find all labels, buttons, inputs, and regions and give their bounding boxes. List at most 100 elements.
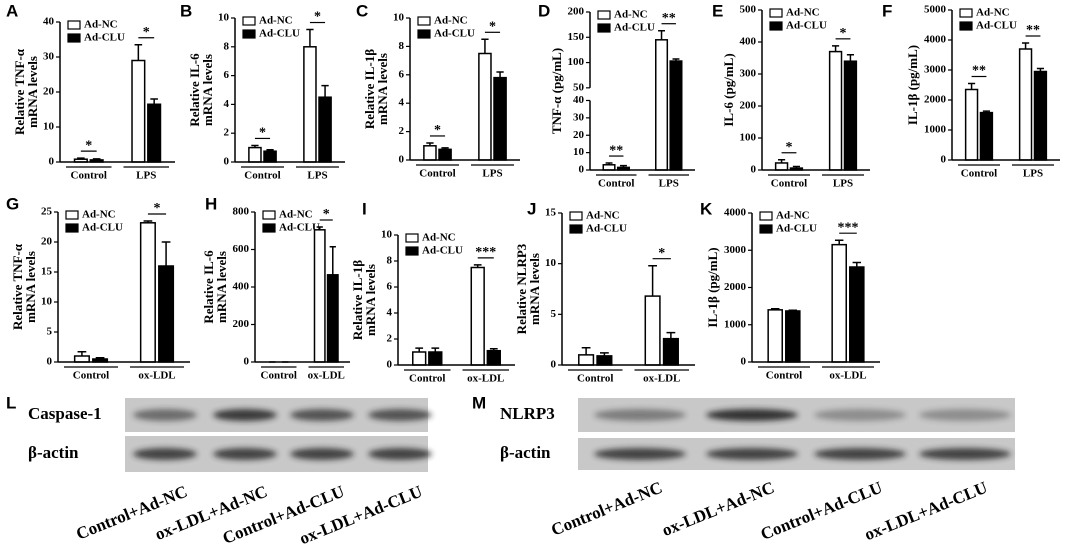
bar — [438, 148, 452, 161]
y-tick-label: 150 — [568, 31, 585, 43]
x-tick-label: Control — [409, 373, 445, 385]
y-tick-label: 40 — [573, 94, 585, 106]
blot-band — [133, 448, 197, 460]
error-bar — [473, 264, 482, 268]
x-tick-label: ox-LDL — [829, 370, 866, 382]
blot-band — [919, 448, 1011, 460]
legend-label: Ad-NC — [976, 7, 1010, 19]
blot-row-label: β-actin — [500, 443, 551, 462]
y-tick-label: 5 — [47, 326, 53, 338]
legend-label: Ad-NC — [422, 232, 456, 244]
y-tick-label: 4 — [224, 98, 230, 110]
bar — [644, 295, 661, 366]
legend-label: Ad-CLU — [614, 22, 655, 34]
y-tick-label: 2000 — [724, 281, 747, 293]
error-bar — [489, 348, 498, 351]
y-axis-label: IL-1β (pg/mL) — [905, 45, 920, 125]
y-tick-label: 25 — [41, 206, 53, 218]
y-axis-label: mRNA levels — [23, 251, 38, 323]
bar — [326, 274, 339, 363]
legend-swatch — [569, 211, 583, 221]
y-tick-label: 20 — [43, 86, 55, 98]
y-tick-label: 1000 — [924, 124, 947, 136]
y-tick-label: 50 — [573, 81, 585, 93]
legend-swatch — [569, 224, 583, 234]
error-bar — [321, 84, 329, 98]
blot-band — [213, 448, 277, 460]
error-bar — [605, 162, 613, 165]
y-tick-label: 40 — [43, 16, 55, 28]
error-bar — [832, 45, 840, 52]
bar — [596, 355, 613, 366]
y-tick-label: 4000 — [724, 207, 747, 219]
y-tick-label: 400 — [740, 36, 757, 48]
bar — [831, 243, 847, 363]
x-tick-label: ox-LDL — [643, 373, 680, 385]
legend-label: Ad-CLU — [259, 28, 300, 40]
blot-row-label: NLRP3 — [500, 404, 555, 423]
error-bar — [846, 54, 854, 62]
bar — [412, 351, 427, 366]
y-tick-label: 0 — [551, 359, 557, 371]
x-tick-label: ox-LDL — [467, 373, 504, 385]
legend-swatch — [242, 16, 256, 26]
significance-label: * — [489, 20, 496, 35]
legend-swatch — [597, 10, 611, 20]
y-axis-label: Relative IL-6 — [201, 250, 216, 324]
legend-label: Ad-CLU — [82, 222, 123, 234]
error-bar — [496, 71, 504, 78]
error-bar — [266, 149, 274, 152]
bar — [313, 229, 326, 363]
error-bar — [150, 98, 158, 105]
bar — [486, 349, 501, 366]
y-tick-label: 0 — [224, 156, 230, 168]
legend-swatch — [597, 23, 611, 33]
y-tick-label: 6 — [399, 68, 405, 80]
error-bar — [581, 347, 591, 355]
bar — [318, 96, 332, 163]
legend-label: Ad-NC — [614, 9, 648, 21]
legend-label: Ad-CLU — [776, 223, 817, 235]
legend-swatch — [67, 20, 81, 30]
blot-band — [594, 448, 686, 460]
x-tick-label: Control — [71, 170, 107, 182]
bar — [578, 354, 595, 366]
error-bar — [415, 347, 424, 352]
x-tick-label: Control — [771, 178, 807, 190]
panel-letter: D — [538, 1, 550, 20]
x-tick-label: Control — [73, 370, 109, 382]
legend-label: Ad-CLU — [786, 20, 827, 32]
legend-swatch — [65, 223, 79, 233]
error-bar — [648, 264, 657, 297]
bar — [828, 50, 843, 171]
y-tick-label: 2 — [224, 127, 230, 139]
y-tick-label: 1000 — [724, 318, 747, 330]
error-bar — [770, 307, 780, 310]
significance-label: * — [259, 126, 266, 141]
panel-letter: B — [180, 1, 192, 20]
error-bar — [426, 142, 434, 146]
legend-label: Ad-CLU — [279, 222, 320, 234]
legend-swatch — [959, 21, 973, 31]
y-axis-label: mRNA levels — [25, 56, 40, 128]
x-tick-label: Control — [577, 373, 613, 385]
x-tick-label: Control — [419, 168, 455, 180]
y-tick-label: 6 — [224, 69, 230, 81]
blot-band — [706, 448, 798, 460]
y-tick-label: 400 — [233, 281, 250, 293]
y-tick-label: 10 — [218, 12, 230, 24]
legend-swatch — [769, 21, 783, 31]
blot-band — [814, 448, 906, 460]
error-bar — [620, 164, 627, 168]
y-axis-label: mRNA levels — [375, 53, 390, 125]
y-tick-label: 0 — [387, 359, 393, 371]
legend-label: Ad-NC — [786, 7, 820, 19]
y-tick-label: 10 — [545, 257, 557, 269]
bar — [493, 76, 507, 161]
y-tick-label: 0 — [741, 356, 747, 368]
x-tick-label: ox-LDL — [138, 370, 175, 382]
panel-letter: G — [6, 194, 19, 213]
legend-label: Ad-NC — [84, 19, 118, 31]
y-tick-label: 300 — [740, 68, 757, 80]
panel-letter: M — [472, 393, 486, 412]
